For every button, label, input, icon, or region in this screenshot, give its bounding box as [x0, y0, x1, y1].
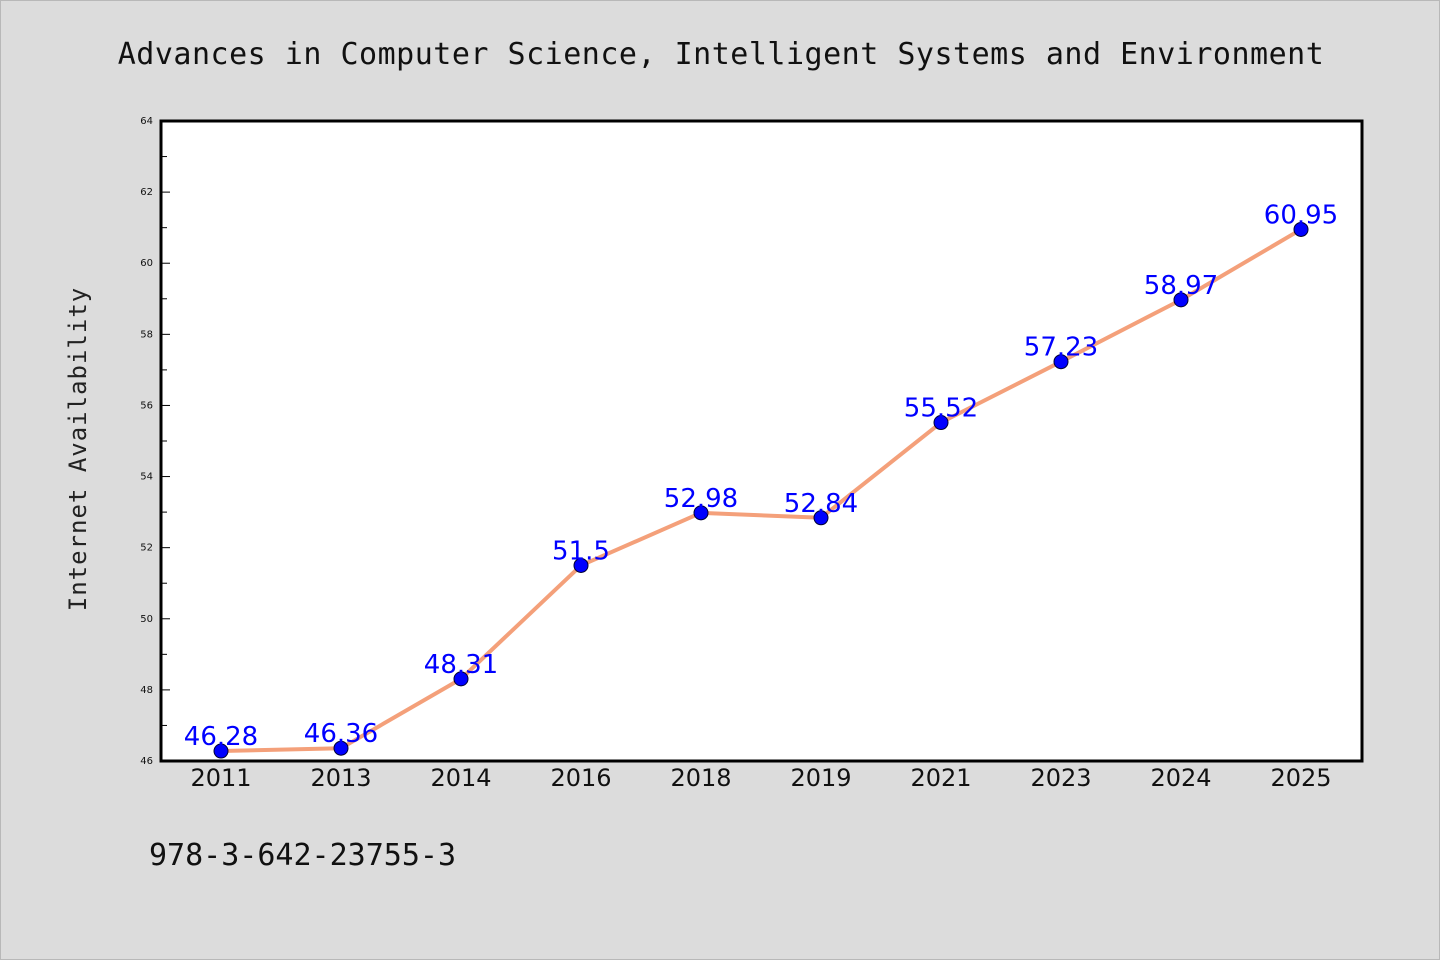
data-label: 57.23: [1024, 333, 1098, 363]
data-point: [813, 510, 829, 526]
y-tick-label: 54: [140, 472, 153, 483]
x-tick-label: 2018: [670, 764, 731, 792]
data-point: [213, 743, 229, 759]
y-tick-label: 48: [140, 685, 153, 696]
x-axis: 2011 2013 2014 2016 2018 2019 2021 2023 2024 2025: [190, 764, 1331, 792]
data-label: 48.31: [424, 650, 498, 680]
series-line: [219, 227, 1303, 754]
data-labels: 46.28 46.36 48.31 51.5 52.98 52.84 55.52 57.23 5…: [184, 200, 1338, 752]
isbn-footer: 978-3-642-23755-3: [149, 838, 456, 873]
y-axis: 46 48 50 52 54 56 58 60 62 64: [140, 116, 170, 767]
data-point: [933, 415, 949, 431]
x-tick-label: 2023: [1030, 764, 1091, 792]
data-point: [453, 671, 469, 687]
data-label: 55.52: [904, 394, 978, 424]
x-tick-label: 2024: [1150, 764, 1211, 792]
data-label: 58.97: [1144, 271, 1218, 301]
series-line-group: [219, 227, 1303, 754]
x-tick-label: 2021: [910, 764, 971, 792]
y-tick-label: 52: [140, 543, 153, 554]
data-point: [1293, 221, 1309, 237]
plot-frame: [159, 119, 1364, 763]
y-axis-label: Internet Availability: [64, 287, 92, 611]
data-label: 60.95: [1264, 200, 1338, 230]
plot-area: [161, 121, 1362, 761]
data-point: [1173, 292, 1189, 308]
data-point: [1053, 354, 1069, 370]
data-point: [573, 557, 589, 573]
data-label: 46.36: [304, 719, 378, 749]
y-tick-label: 46: [140, 756, 153, 767]
x-tick-label: 2016: [550, 764, 611, 792]
x-tick-label: 2014: [430, 764, 491, 792]
x-tick-label: 2013: [310, 764, 371, 792]
data-label: 52.98: [664, 484, 738, 514]
x-tick-label: 2011: [190, 764, 251, 792]
data-label: 46.28: [184, 722, 258, 752]
chart-title: Advances in Computer Science, Intelligen…: [118, 37, 1325, 72]
y-tick-label: 58: [140, 329, 153, 340]
y-tick-label: 50: [140, 614, 153, 625]
data-label: 51.5: [552, 536, 610, 566]
y-tick-label: 56: [140, 400, 153, 411]
data-point: [333, 740, 349, 756]
y-tick-label: 62: [140, 187, 153, 198]
y-tick-label: 60: [140, 258, 153, 269]
data-point: [693, 505, 709, 521]
y-tick-label: 64: [140, 116, 153, 127]
x-tick-label: 2025: [1270, 764, 1331, 792]
x-tick-label: 2019: [790, 764, 851, 792]
data-label: 52.84: [784, 489, 858, 519]
data-markers: [213, 221, 1309, 759]
